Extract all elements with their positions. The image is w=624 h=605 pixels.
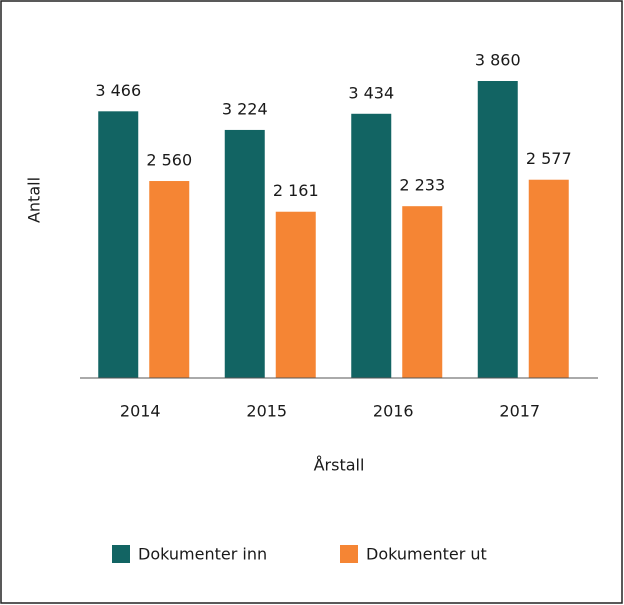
y-axis-label: Antall	[25, 177, 44, 223]
value-label: 2 161	[273, 181, 319, 200]
value-label: 2 233	[399, 176, 445, 195]
bar	[224, 129, 265, 378]
bar	[528, 179, 569, 378]
x-tick-label: 2014	[120, 402, 161, 421]
x-axis-label: Årstall	[314, 456, 365, 475]
value-label: 3 224	[222, 99, 268, 118]
legend-label: Dokumenter inn	[138, 545, 267, 564]
value-label: 3 860	[475, 51, 521, 70]
value-label: 2 577	[526, 149, 572, 168]
bar	[351, 113, 392, 379]
x-tick-label: 2015	[246, 402, 287, 421]
legend-label: Dokumenter ut	[366, 545, 487, 564]
legend-swatch	[112, 545, 130, 563]
value-label: 3 434	[348, 83, 394, 102]
bar	[402, 206, 443, 378]
x-tick-label: 2016	[373, 402, 414, 421]
bar	[149, 181, 190, 378]
x-tick-label: 2017	[499, 402, 540, 421]
value-label: 3 466	[95, 81, 141, 100]
bar	[477, 81, 518, 378]
legend-swatch	[340, 545, 358, 563]
bar	[275, 211, 316, 378]
value-label: 2 560	[146, 151, 192, 170]
bar	[98, 111, 139, 378]
